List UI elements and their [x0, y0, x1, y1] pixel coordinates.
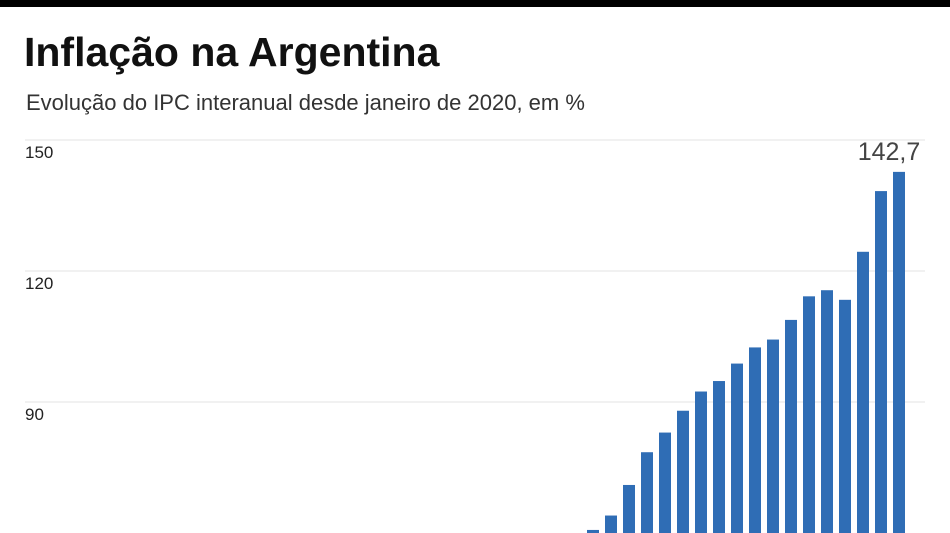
- value-label: 142,7: [858, 138, 921, 166]
- bar: [875, 191, 887, 533]
- bar: [605, 515, 617, 533]
- top-rule: [0, 0, 950, 7]
- bar: [659, 432, 671, 533]
- bar: [641, 452, 653, 533]
- bar: [749, 347, 761, 533]
- chart-title: Inflação na Argentina: [24, 29, 441, 75]
- bar: [857, 251, 869, 533]
- bar: [731, 363, 743, 533]
- bar: [839, 299, 851, 533]
- bar: [695, 391, 707, 533]
- y-tick-label: 90: [25, 405, 44, 424]
- bar: [803, 296, 815, 533]
- bar: [785, 319, 797, 533]
- y-tick-label: 150: [25, 143, 53, 162]
- bar: [893, 171, 905, 533]
- bar: [713, 381, 725, 533]
- y-tick-label: 120: [25, 274, 53, 293]
- bar: [587, 529, 599, 533]
- bar: [677, 410, 689, 533]
- bar: [821, 290, 833, 533]
- bar: [767, 339, 779, 533]
- chart-subtitle: Evolução do IPC interanual desde janeiro…: [26, 90, 585, 115]
- bar: [623, 484, 635, 533]
